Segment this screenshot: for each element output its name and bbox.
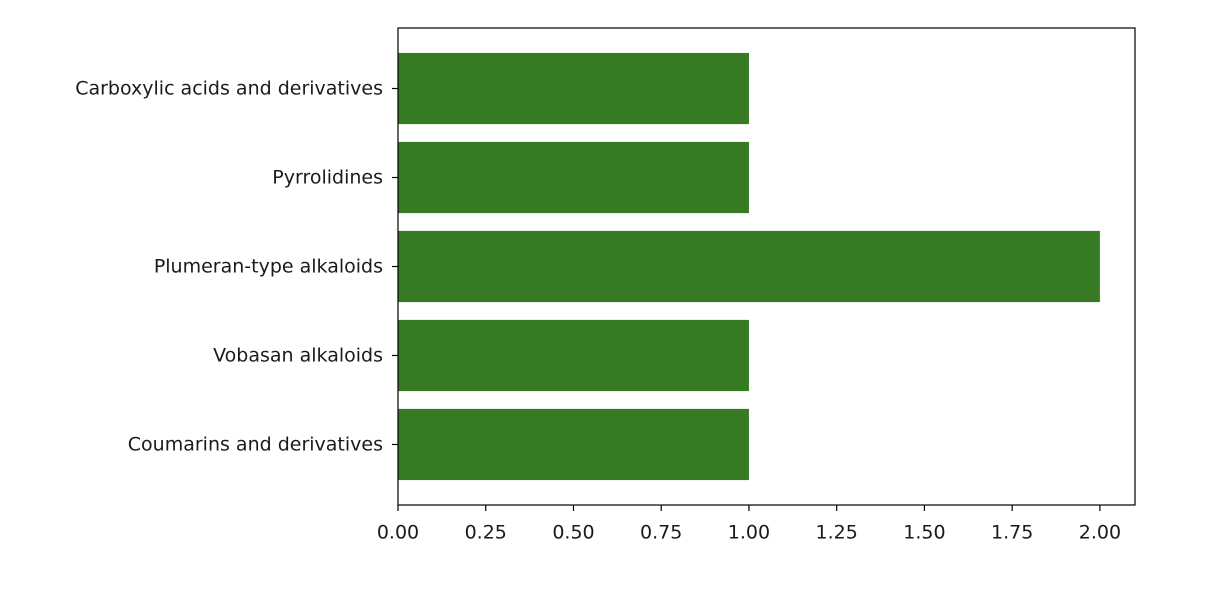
x-tick-label: 1.75 [991, 522, 1033, 544]
x-tick-label: 0.75 [640, 522, 682, 544]
bars-layer [398, 52, 1100, 481]
y-tick-label: Coumarins and derivatives [128, 433, 383, 455]
x-tick-label: 0.00 [377, 522, 419, 544]
x-axis-ticks: 0.00 0.25 0.50 0.75 1.00 1.25 1.50 1.75 2.00 [377, 505, 1121, 544]
y-tick-label: Plumeran-type alkaloids [154, 256, 383, 278]
x-tick-label: 2.00 [1079, 522, 1121, 544]
bar-carboxylic-acids-and-derivatives [398, 52, 749, 125]
y-tick-label: Carboxylic acids and derivatives [75, 78, 383, 100]
bar-vobasan-alkaloids [398, 319, 749, 392]
bar-coumarins-and-derivatives [398, 408, 749, 481]
x-tick-label: 1.25 [816, 522, 858, 544]
x-tick-label: 0.50 [552, 522, 594, 544]
y-axis-ticks: Coumarins and derivatives Vobasan alkaloi… [75, 78, 398, 455]
x-tick-label: 0.25 [465, 522, 507, 544]
x-tick-label: 1.00 [728, 522, 770, 544]
bar-pyrrolidines [398, 141, 749, 214]
y-tick-label: Pyrrolidines [272, 167, 383, 189]
y-tick-label: Vobasan alkaloids [213, 344, 383, 366]
bar-plumeran-type-alkaloids [398, 230, 1100, 303]
x-tick-label: 1.50 [903, 522, 945, 544]
